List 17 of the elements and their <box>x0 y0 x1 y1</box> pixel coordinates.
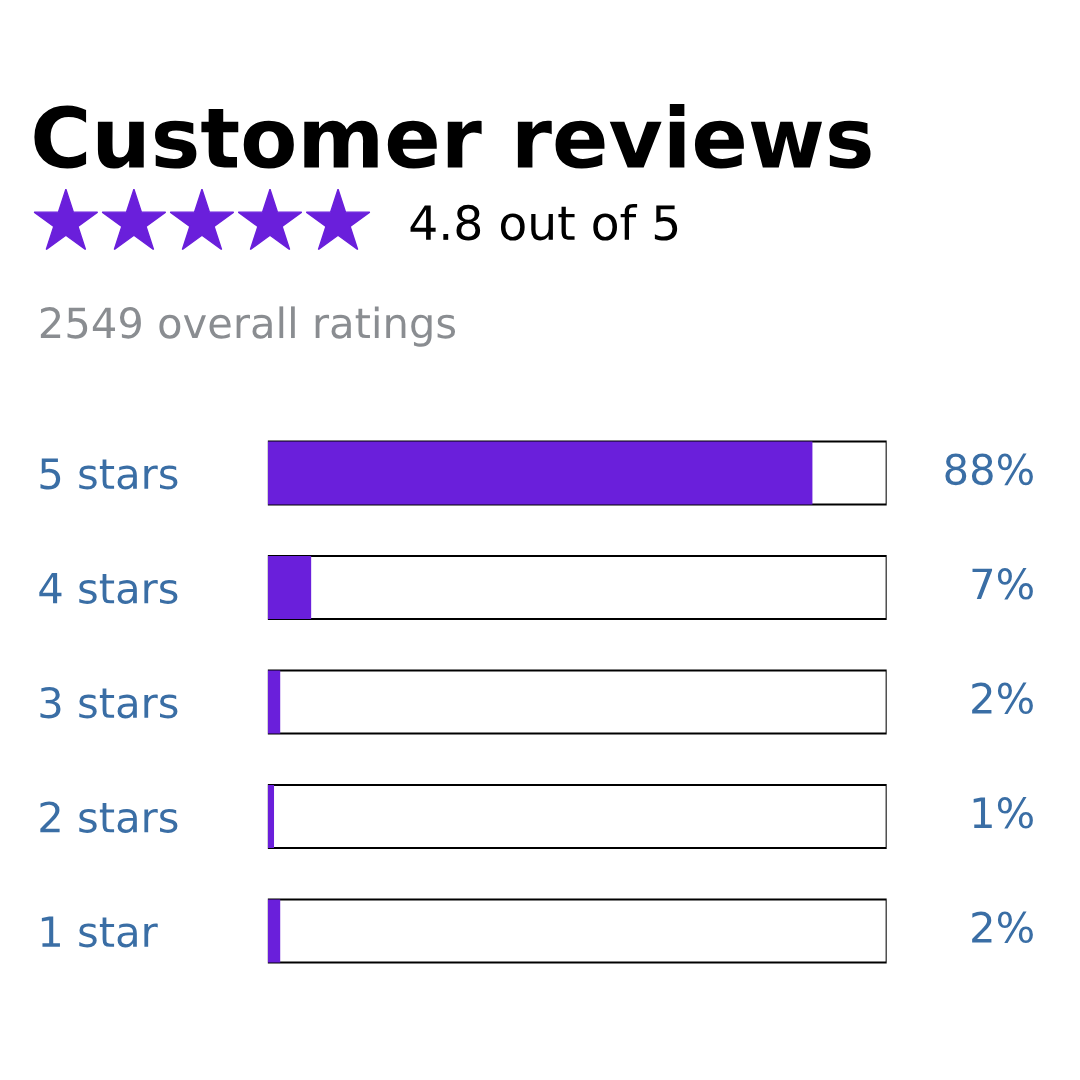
bar <box>267 556 312 619</box>
text: 2549 overall ratings <box>40 306 456 347</box>
y-tick-label: 3 stars <box>40 686 178 719</box>
y-tick-label: 1 star <box>41 916 158 948</box>
data-label: 2% <box>972 682 1033 715</box>
data-label: 88% <box>945 453 1033 486</box>
y-tick-label: 4 stars <box>39 572 178 604</box>
bar <box>267 670 281 734</box>
chart-subtitle: 4.8 out of 5 <box>410 203 678 241</box>
data-label: 1% <box>973 797 1033 829</box>
data-label: 2% <box>972 911 1033 944</box>
y-tick-label: 2 stars <box>40 801 178 833</box>
bar <box>267 785 275 848</box>
data-label: 7% <box>972 568 1033 600</box>
bar <box>267 899 281 963</box>
y-tick-label: 5 stars <box>40 458 178 490</box>
chart-title: Customer reviews <box>34 104 871 169</box>
